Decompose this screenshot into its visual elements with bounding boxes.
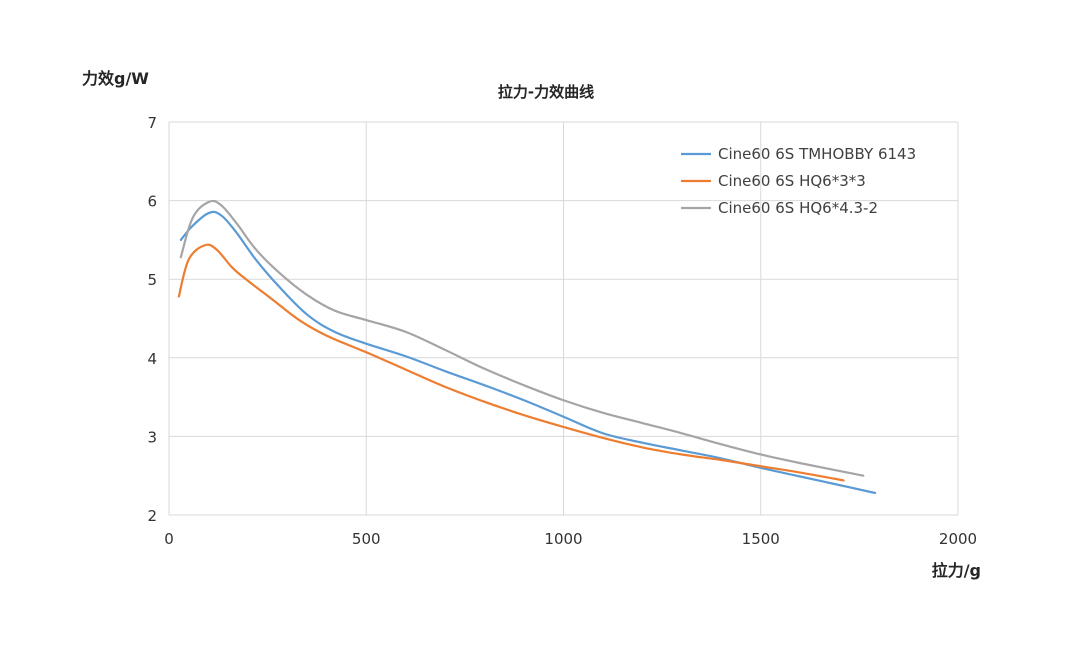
- x-tick-label: 2000: [939, 530, 977, 548]
- x-tick-labels: 0 500 1000 1500 2000: [164, 530, 977, 548]
- x-tick-label: 0: [164, 530, 174, 548]
- y-tick-label: 7: [147, 114, 157, 132]
- legend-label-1: Cine60 6S TMHOBBY 6143: [718, 145, 916, 163]
- x-tick-label: 1500: [742, 530, 780, 548]
- y-tick-label: 6: [147, 193, 157, 211]
- grid: [168, 121, 959, 516]
- series-line-1: [179, 210, 877, 495]
- y-tick-label: 4: [147, 350, 157, 368]
- y-tick-label: 5: [147, 271, 157, 289]
- legend: Cine60 6S TMHOBBY 6143 Cine60 6S HQ6*3*3 C…: [681, 145, 916, 217]
- y-axis-title: 力效g/W: [82, 69, 149, 88]
- legend-label-3: Cine60 6S HQ6*4.3-2: [718, 199, 878, 217]
- y-tick-labels: 2 3 4 5 6 7: [147, 114, 157, 525]
- legend-label-2: Cine60 6S HQ6*3*3: [718, 172, 866, 190]
- series-line-3: [179, 199, 865, 477]
- x-tick-label: 500: [352, 530, 381, 548]
- y-tick-label: 3: [147, 428, 157, 446]
- chart-title: 拉力-力效曲线: [498, 83, 594, 101]
- x-axis-title: 拉力/g: [932, 561, 981, 580]
- series-line-2: [177, 243, 845, 482]
- y-tick-label: 2: [147, 507, 157, 525]
- series-group: [177, 199, 877, 495]
- x-tick-label: 1000: [544, 530, 582, 548]
